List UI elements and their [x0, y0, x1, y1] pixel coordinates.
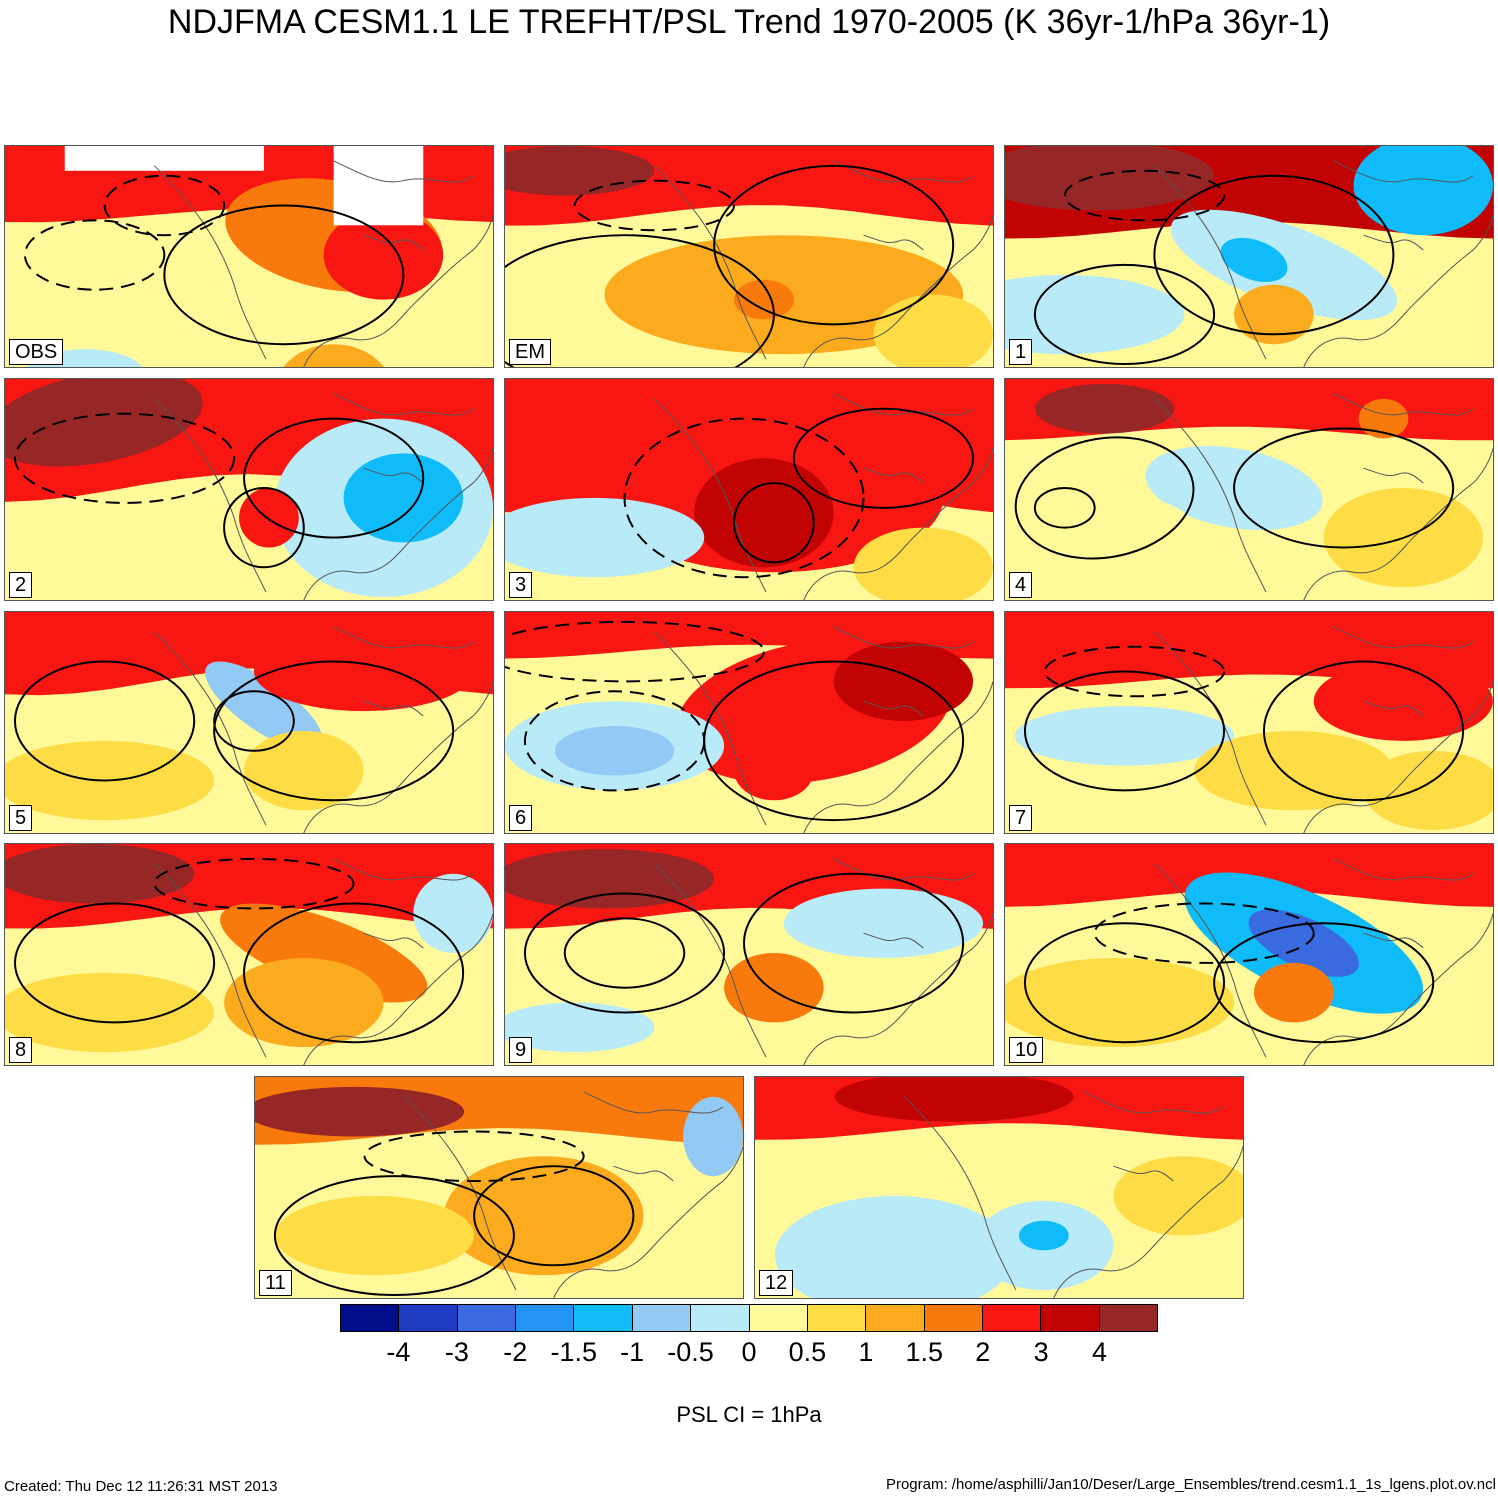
page-title: NDJFMA CESM1.1 LE TREFHT/PSL Trend 1970-…: [167, 3, 1331, 41]
panel-label: 3: [509, 572, 533, 598]
map-panel: 10: [1004, 843, 1494, 1066]
colorbar-box: [866, 1305, 925, 1331]
panel-label: 10: [1009, 1037, 1044, 1063]
colorbar-box: [399, 1305, 458, 1331]
colorbar-box: [982, 1305, 1042, 1331]
colorbar-labels: -4 -3 -2 -1.5 -1 -0.5 0 0.5 1 1.5 2 3 4: [340, 1334, 1158, 1370]
colorbar-label: 0: [741, 1337, 757, 1367]
map-panel: 5: [4, 611, 494, 834]
map-panel: OBS: [4, 145, 494, 368]
colorbar-box: [1099, 1305, 1158, 1331]
panel-label: EM: [509, 339, 551, 365]
trend-field: [5, 844, 493, 1065]
colorbar-label: -2: [503, 1337, 528, 1367]
colorbar-label: -4: [386, 1337, 411, 1367]
colorbar-label: -1: [620, 1337, 645, 1367]
map-panel: 12: [754, 1076, 1244, 1299]
colorbar-box: [341, 1305, 400, 1331]
trend-field: [1005, 844, 1493, 1065]
panel-label: 2: [9, 572, 33, 598]
colorbar-box: [807, 1305, 867, 1331]
colorbar-label: 1.5: [905, 1337, 944, 1367]
trend-field: [1005, 612, 1493, 833]
map-panel: 2: [4, 378, 494, 601]
colorbar-box: [924, 1305, 983, 1331]
trend-field: [5, 612, 493, 833]
map-panel: 1: [1004, 145, 1494, 368]
colorbar-box: [457, 1305, 517, 1331]
panel-label: 6: [509, 805, 533, 831]
map-panel: 4: [1004, 378, 1494, 601]
panel-label: 9: [509, 1037, 533, 1063]
map-panel: EM: [504, 145, 994, 368]
colorbar-label: 4: [1092, 1337, 1108, 1367]
trend-field: [755, 1077, 1243, 1298]
map-panel: 3: [504, 378, 994, 601]
colorbar-label: 1: [858, 1337, 874, 1367]
trend-field: [505, 146, 993, 367]
panel-label: 11: [259, 1270, 292, 1296]
panel-label: 8: [9, 1037, 33, 1063]
contour-interval-note: PSL CI = 1hPa: [676, 1402, 822, 1427]
panel-label: 4: [1009, 572, 1033, 598]
map-panel: 6: [504, 611, 994, 834]
colorbar-box: [691, 1305, 750, 1331]
map-panel: 7: [1004, 611, 1494, 834]
created-timestamp: Created: Thu Dec 12 11:26:31 MST 2013: [4, 1478, 278, 1495]
colorbar: [340, 1304, 1158, 1332]
map-panel: 9: [504, 843, 994, 1066]
trend-field: [505, 379, 993, 600]
panel-label: 7: [1009, 805, 1033, 831]
colorbar-box: [1041, 1305, 1100, 1331]
colorbar-label: 0.5: [788, 1337, 827, 1367]
colorbar-label: 2: [975, 1337, 991, 1367]
colorbar-label: -3: [444, 1337, 469, 1367]
panel-label: 1: [1009, 339, 1033, 365]
panel-label: OBS: [9, 339, 64, 365]
panel-label: 5: [9, 805, 33, 831]
colorbar-box: [574, 1305, 633, 1331]
trend-field: [5, 379, 493, 600]
colorbar-box: [516, 1305, 575, 1331]
trend-field: [505, 612, 993, 833]
colorbar-box: [632, 1305, 692, 1331]
trend-field: [1005, 146, 1493, 367]
trend-field: [505, 844, 993, 1065]
colorbar-box: [749, 1305, 808, 1331]
program-path: Program: /home/asphilli/Jan10/Deser/Larg…: [885, 1476, 1496, 1493]
trend-field: [255, 1077, 743, 1298]
trend-field: [1005, 379, 1493, 600]
map-panel: 11: [254, 1076, 744, 1299]
colorbar-label: 3: [1033, 1337, 1049, 1367]
map-panel: 8: [4, 843, 494, 1066]
colorbar-label: -0.5: [667, 1337, 714, 1367]
panel-label: 12: [759, 1270, 794, 1296]
colorbar-label: -1.5: [550, 1337, 597, 1367]
trend-field: [5, 146, 493, 367]
